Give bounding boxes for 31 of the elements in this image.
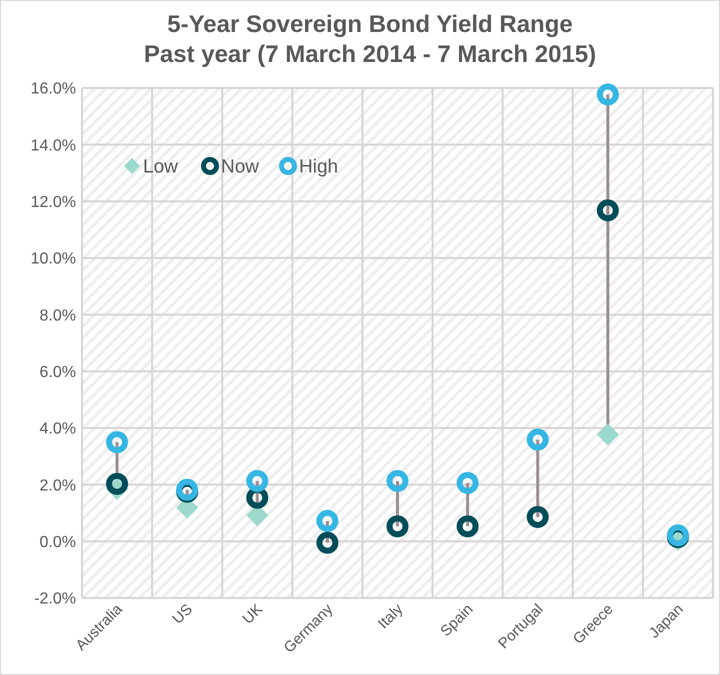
point [316,532,338,554]
chart-title: 5-Year Sovereign Bond Yield Range Past year (7 March 2014 - 7 March 2015) [144,11,596,68]
point [526,428,549,451]
legend-label: Low [143,156,178,178]
y-tick-label: 0.0% [40,534,76,551]
legend-label: Now [221,156,260,178]
y-tick-label: 12.0% [30,194,76,211]
point [106,472,128,495]
legend-label: High [299,156,338,178]
y-tick-label: -2.0% [34,590,76,608]
y-tick-label: 6.0% [40,364,76,381]
point [596,424,619,446]
point [386,470,408,492]
point [106,431,128,454]
point [456,472,479,494]
point [316,510,338,532]
point [386,515,408,538]
y-tick-label: 8.0% [40,307,76,324]
point [596,199,619,222]
y-tick-label: 4.0% [40,420,76,438]
x-tick-label: Italy [374,600,407,632]
y-tick-label: 2.0% [40,477,76,494]
x-tick-label: UK [239,600,266,628]
y-tick-label: 14.0% [30,137,76,154]
x-tick-label: US [169,600,196,628]
point [596,84,619,106]
point [246,470,268,492]
y-tick-label: 10.0% [30,250,76,268]
point [456,515,479,538]
point [526,506,549,528]
y-tick-label: 16.0% [30,80,76,98]
